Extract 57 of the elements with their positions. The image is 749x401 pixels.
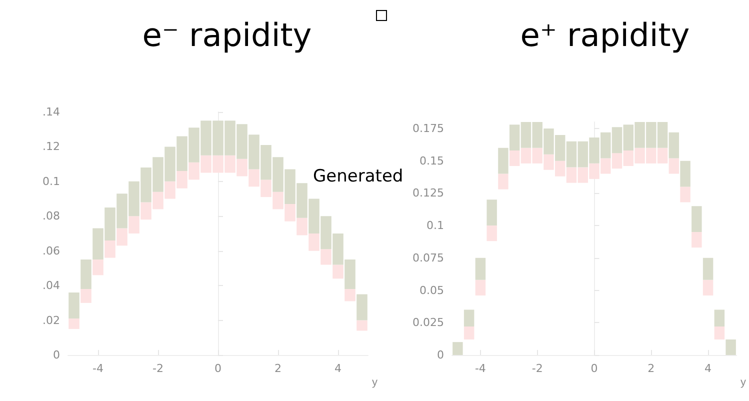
bar — [714, 310, 725, 327]
bar — [680, 186, 690, 202]
bar — [356, 294, 368, 320]
x-tick-label: -4 — [92, 362, 104, 375]
y-tick-label: 0.1 — [426, 219, 444, 232]
bar — [486, 226, 497, 242]
bar — [68, 292, 80, 319]
x-tick-label: -2 — [532, 362, 543, 375]
bar — [726, 339, 736, 355]
y-tick-label: 0.025 — [412, 316, 444, 330]
bar — [68, 318, 80, 329]
annotation: Generated — [313, 166, 404, 186]
chart-title: e⁻ rapidity — [142, 16, 312, 54]
bar — [475, 258, 486, 280]
x-tick-label: 4 — [704, 362, 712, 375]
bar — [80, 289, 92, 303]
y-tick-label: 0.075 — [412, 251, 444, 264]
x-axis-title: y — [740, 376, 746, 388]
y-tick-label: 0.125 — [412, 186, 444, 200]
bar — [464, 326, 474, 340]
y-tick-label: .02 — [42, 314, 60, 327]
x-tick-label: 0 — [214, 362, 222, 375]
y-tick-label: .04 — [42, 279, 60, 292]
bar — [332, 264, 344, 279]
bar — [464, 310, 474, 327]
y-tick-label: .14 — [42, 106, 60, 118]
bar — [475, 280, 486, 296]
y-tick-label: 0.15 — [420, 154, 444, 168]
y-tick-label: .06 — [42, 244, 60, 258]
bar — [356, 320, 368, 331]
x-tick-label: -4 — [474, 362, 486, 375]
x-tick-label: 4 — [334, 362, 342, 375]
bar — [702, 280, 714, 296]
bar — [92, 260, 104, 276]
bar — [498, 174, 508, 190]
x-axis-title: y — [372, 376, 378, 388]
x-tick-label: 2 — [648, 362, 655, 375]
bar — [702, 258, 714, 280]
bar — [80, 260, 92, 290]
y-tick-label: 0 — [53, 348, 60, 362]
y-tick-label: .12 — [42, 140, 60, 154]
y-tick-label: 0.175 — [412, 122, 444, 135]
x-tick-label: -2 — [152, 362, 164, 375]
bar — [452, 342, 463, 355]
x-tick-label: 2 — [274, 362, 282, 375]
bar — [714, 326, 725, 340]
bar — [486, 200, 497, 226]
y-tick-label: 0.1 — [42, 174, 60, 188]
bar — [692, 232, 702, 248]
bar — [692, 206, 702, 232]
x-tick-label: 0 — [590, 362, 598, 375]
chart-title: e⁺ rapidity — [520, 16, 690, 54]
y-tick-label: 0.05 — [420, 284, 444, 297]
bar — [680, 160, 690, 187]
y-tick-label: 0 — [437, 348, 444, 362]
bar — [344, 289, 356, 302]
y-tick-label: .08 — [42, 210, 60, 223]
